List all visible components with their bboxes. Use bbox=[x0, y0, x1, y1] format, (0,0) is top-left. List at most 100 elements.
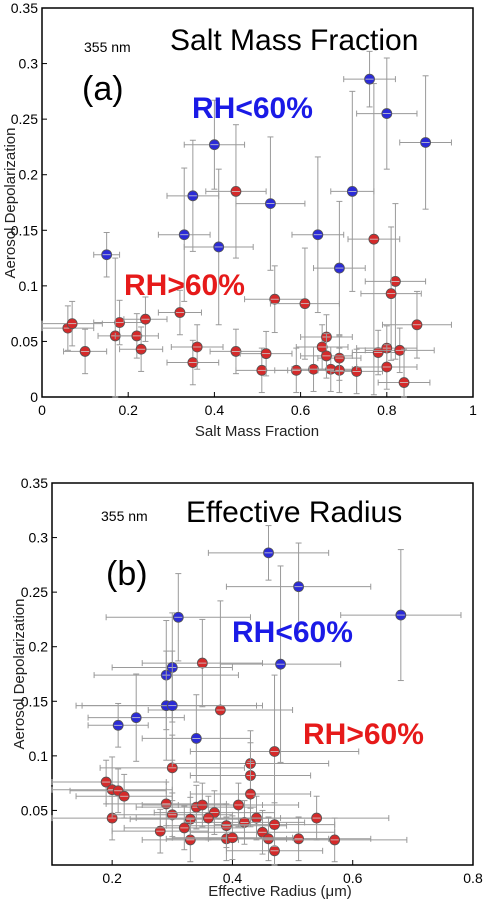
y-tick-label-b: 0.25 bbox=[21, 584, 48, 600]
chart-title-a: Salt Mass Fraction bbox=[170, 24, 418, 57]
y-tick-label-b: 0.15 bbox=[21, 693, 48, 709]
data-point-rh-low bbox=[330, 90, 375, 292]
chart-effective-radius: 0.2 0.4 0.6 0.8 0.05 0.1 0.15 0.2 0.25 0.3 0.35 35… bbox=[11, 475, 483, 900]
data-point-rh-high bbox=[170, 324, 224, 370]
data-point-rh-low bbox=[93, 232, 121, 278]
data-point-rh-high bbox=[166, 339, 220, 386]
data-point-rh-low bbox=[87, 702, 149, 748]
panel-label-a: (a) bbox=[82, 70, 124, 108]
data-point-rh-high bbox=[274, 347, 319, 394]
data-point-rh-high bbox=[63, 328, 108, 375]
data-point-rh-high bbox=[377, 348, 431, 398]
data-point-rh-high bbox=[300, 333, 353, 379]
y-tick-label-a: 0.3 bbox=[19, 56, 39, 72]
chart-salt-mass-fraction: 0 0.2 0.4 0.6 0.8 1 0 0.05 0.1 0.15 0.2 0.25 0.3 0.35… bbox=[2, 0, 477, 440]
y-tick-label-b: 0.05 bbox=[21, 802, 48, 818]
data-point-rh-low bbox=[225, 542, 372, 631]
data-point-rh-high bbox=[364, 327, 435, 374]
data-point-rh-high bbox=[213, 802, 336, 847]
x-tick-label-b: 0.2 bbox=[102, 870, 122, 886]
x-tick-label-a: 0 bbox=[38, 402, 46, 418]
data-point-rh-low bbox=[343, 50, 396, 108]
x-tick-label-b: 0.6 bbox=[343, 870, 363, 886]
plot-frame-b bbox=[51, 482, 474, 866]
data-point-rh-high bbox=[75, 773, 173, 819]
annotation-rh-high-b: RH>60% bbox=[303, 718, 424, 751]
data-point-rh-low bbox=[219, 565, 342, 763]
y-axis-label-a: Aerosol Depolarization bbox=[2, 128, 19, 279]
y-tick-label-b: 0.35 bbox=[21, 475, 48, 491]
data-point-rh-low bbox=[356, 57, 418, 170]
data-point-rh-high bbox=[111, 808, 209, 854]
data-point-rh-high bbox=[157, 289, 202, 336]
y-tick-label-b: 0.3 bbox=[29, 530, 49, 546]
wavelength-label-a: 355 nm bbox=[84, 39, 131, 55]
x-tick-label-a: 0.6 bbox=[291, 402, 311, 418]
y-tick-label-a: 0.2 bbox=[19, 167, 39, 183]
y-tick-label-a: 0.1 bbox=[19, 278, 39, 294]
data-point-rh-high bbox=[189, 760, 312, 828]
data-point-rh-low bbox=[399, 75, 452, 210]
wavelength-label-b: 355 nm bbox=[101, 508, 148, 524]
y-tick-label-b: 0.2 bbox=[29, 639, 49, 655]
data-point-rh-high bbox=[119, 326, 164, 372]
data-point-rh-high bbox=[141, 618, 263, 708]
data-point-rh-low bbox=[340, 549, 462, 682]
data-point-rh-high bbox=[381, 290, 452, 359]
data-point-rh-low bbox=[87, 673, 185, 762]
data-point-rh-high bbox=[244, 265, 306, 334]
x-tick-label-a: 0.4 bbox=[205, 402, 225, 418]
y-axis-label-b: Aerosol Depolarization bbox=[11, 599, 28, 750]
data-point-rh-high bbox=[225, 816, 372, 862]
annotation-rh-low-a: RH<60% bbox=[192, 92, 313, 125]
y-tick-label-a: 0 bbox=[30, 389, 38, 405]
data-point-rh-high bbox=[262, 817, 408, 863]
x-tick-label-b: 0.4 bbox=[223, 870, 243, 886]
data-point-rh-high bbox=[171, 815, 294, 861]
x-tick-label-a: 0.8 bbox=[377, 402, 397, 418]
data-point-rh-low bbox=[291, 156, 345, 314]
x-tick-label-a: 1 bbox=[469, 402, 477, 418]
chart-title-b: Effective Radius bbox=[186, 496, 402, 529]
data-point-rh-high bbox=[189, 674, 360, 829]
data-point-rh-low bbox=[105, 573, 251, 662]
data-point-rh-low bbox=[183, 99, 246, 190]
data-point-rh-high bbox=[69, 768, 167, 814]
data-point-rh-high bbox=[51, 759, 167, 805]
y-tick-label-b: 0.1 bbox=[29, 748, 49, 764]
data-point-rh-high bbox=[135, 795, 282, 841]
x-axis-label-b: Effective Radius (μm) bbox=[208, 883, 351, 900]
data-point-rh-high bbox=[364, 203, 427, 360]
data-point-rh-high bbox=[123, 296, 168, 342]
panel-label-b: (b) bbox=[106, 555, 148, 593]
data-point-rh-high bbox=[41, 305, 95, 351]
data-point-rh-high bbox=[114, 313, 159, 359]
plot-frame-a bbox=[41, 7, 474, 398]
y-tick-label-a: 0.25 bbox=[11, 111, 38, 127]
x-axis-label-a: Salt Mass Fraction bbox=[195, 423, 319, 440]
data-point-rh-high bbox=[123, 805, 245, 851]
data-point-rh-low bbox=[235, 136, 306, 271]
y-tick-label-a: 0.35 bbox=[11, 0, 38, 16]
data-point-rh-high bbox=[239, 330, 293, 377]
annotation-rh-low-b: RH<60% bbox=[232, 616, 353, 649]
data-point-rh-low bbox=[183, 168, 254, 326]
y-tick-label-a: 0.15 bbox=[11, 222, 38, 238]
data-point-rh-low bbox=[81, 650, 263, 761]
annotation-rh-high-a: RH>60% bbox=[124, 269, 245, 302]
data-point-rh-low bbox=[166, 139, 220, 252]
data-point-rh-high bbox=[360, 226, 422, 361]
data-point-rh-high bbox=[205, 124, 267, 259]
data-point-rh-high bbox=[269, 247, 340, 360]
x-tick-label-b: 0.8 bbox=[463, 870, 483, 886]
data-point-rh-low bbox=[157, 167, 211, 302]
data-point-rh-low bbox=[207, 525, 330, 581]
data-point-rh-high bbox=[41, 300, 103, 347]
data-point-rh-high bbox=[356, 344, 418, 390]
data-point-rh-low bbox=[313, 200, 366, 336]
data-point-rh-low bbox=[141, 694, 251, 783]
x-tick-label-a: 0.2 bbox=[118, 402, 138, 418]
y-tick-label-a: 0.05 bbox=[11, 333, 38, 349]
data-point-rh-high bbox=[209, 328, 263, 375]
